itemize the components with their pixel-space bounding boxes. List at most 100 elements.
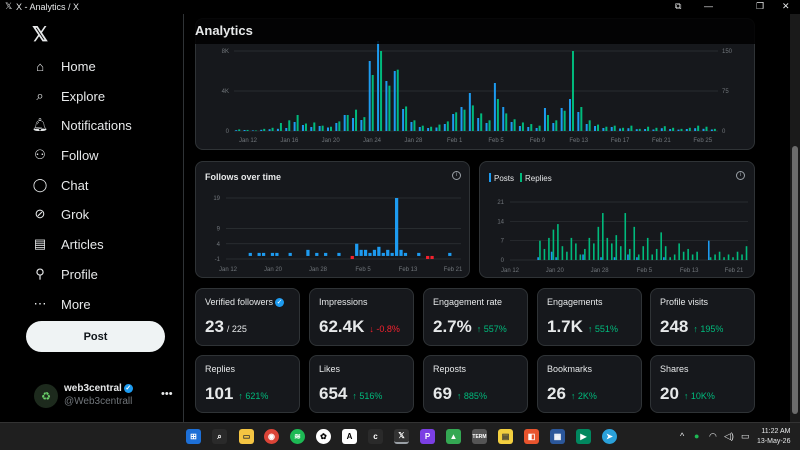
stat-label: Engagement rate <box>433 297 503 307</box>
info-icon[interactable]: i <box>736 171 745 180</box>
x-taskbar-icon[interactable]: 𝕏 <box>394 429 409 444</box>
clock[interactable]: 11:22 AM 13-May-26 <box>757 427 790 447</box>
bar-engagements <box>688 127 691 131</box>
bar-posts <box>627 254 629 260</box>
page-title: Analytics <box>195 23 253 38</box>
scrollbar-thumb[interactable] <box>792 146 798 414</box>
bar-impressions <box>318 126 321 131</box>
impressions-chart[interactable]: 0 0 4K 75 8K 150 Jan 12 Jan 16 Jan 20 Jan 24 Jan 2… <box>196 19 756 151</box>
bar-engagements <box>538 125 541 131</box>
stat-card-likes[interactable]: Likes 654 ↑ 516% <box>309 355 414 413</box>
sticky-notes-icon[interactable]: ▤ <box>498 429 513 444</box>
calendar-icon[interactable]: ▦ <box>550 429 565 444</box>
legend-posts[interactable]: Posts <box>489 173 514 183</box>
bar-follows <box>288 252 292 256</box>
sidebar-item-label: Grok <box>61 206 90 222</box>
stat-card-engagement-rate[interactable]: Engagement rate 2.7% ↑ 557% <box>423 288 528 346</box>
follows-chart[interactable]: -1 4 9 19 Jan 12 Jan 20 Jan 28 Feb 5 Feb 13 Feb 2… <box>196 162 471 279</box>
bar-unfollows <box>350 255 354 259</box>
stat-card-engagements[interactable]: Engagements 1.7K ↑ 551% <box>537 288 642 346</box>
stat-card-reposts[interactable]: Reposts 69 ↑ 885% <box>423 355 528 413</box>
bar-follows <box>324 252 328 256</box>
sidebar-item-home[interactable]: ⌂ Home <box>32 55 96 77</box>
info-icon[interactable]: i <box>452 171 461 180</box>
bar-posts <box>555 257 557 260</box>
stat-card-profile-visits[interactable]: Profile visits 248 ↑ 195% <box>650 288 755 346</box>
bar-impressions <box>410 122 413 131</box>
bar-replies <box>588 237 591 260</box>
bar-engagements <box>521 122 524 131</box>
bar-replies <box>646 237 649 260</box>
bar-replies <box>570 237 573 260</box>
battery-icon[interactable]: ▭ <box>741 431 750 441</box>
bar-replies <box>579 254 582 260</box>
minimize-button[interactable]: — <box>704 1 713 11</box>
bar-impressions <box>368 61 371 131</box>
bar-impressions <box>627 128 630 131</box>
bar-replies <box>575 243 577 260</box>
app-a-icon[interactable]: A <box>342 429 357 444</box>
app-c-icon[interactable]: c <box>368 429 383 444</box>
bar-impressions <box>677 129 680 131</box>
bar-follows <box>257 252 261 256</box>
y-right-tick-label: 0 <box>722 129 726 135</box>
volume-icon[interactable]: ◁) <box>724 431 734 441</box>
clock-time: 11:22 AM <box>761 428 791 435</box>
stat-card-shares[interactable]: Shares 20 ↑ 10K% <box>650 355 755 413</box>
stat-trend: ↓ -0.8% <box>369 324 400 334</box>
terminal-icon[interactable]: TERM <box>472 429 487 444</box>
stat-card-bookmarks[interactable]: Bookmarks 26 ↑ 2K% <box>537 355 642 413</box>
office-icon[interactable]: ◧ <box>524 429 539 444</box>
bar-impressions <box>393 71 396 131</box>
close-button[interactable]: ✕ <box>782 1 790 11</box>
search-icon[interactable]: ⌕ <box>212 429 227 444</box>
chatgpt-icon[interactable]: ✿ <box>316 429 331 444</box>
extensions-icon[interactable]: ⧉ <box>675 1 682 11</box>
drive-icon[interactable]: ▲ <box>446 429 461 444</box>
sidebar-item-articles[interactable]: ▤ Articles <box>32 233 104 255</box>
tray-spotify-icon[interactable]: ● <box>694 431 700 441</box>
play-store-icon[interactable]: ▶ <box>576 429 591 444</box>
sidebar-item-grok[interactable]: ⊘ Grok <box>32 203 90 225</box>
bar-engagements <box>363 117 366 131</box>
sidebar-item-chat[interactable]: ◯ Chat <box>32 174 89 196</box>
sidebar-item-follow[interactable]: ⚇ Follow <box>32 144 98 166</box>
tray-chevron-icon[interactable]: ^ <box>680 431 685 441</box>
bar-engagements <box>505 113 508 131</box>
file-explorer-icon[interactable]: ▭ <box>239 429 254 444</box>
sidebar-item-more[interactable]: ⋯ More <box>32 293 91 315</box>
bar-engagements <box>647 126 650 131</box>
account-name: web3central <box>64 383 122 394</box>
stat-card-replies[interactable]: Replies 101 ↑ 621% <box>195 355 300 413</box>
sidebar-item-explore[interactable]: ⌕ Explore <box>32 85 105 107</box>
posts-replies-chart[interactable]: 0 7 14 21 Jan 12 Jan 20 Jan 28 Feb 5 Feb 13 Feb 2… <box>480 162 756 279</box>
bar-replies <box>637 254 640 260</box>
x-logo-icon[interactable]: 𝕏 <box>32 24 49 46</box>
more-options-icon[interactable]: ••• <box>161 388 173 400</box>
bar-impressions <box>268 129 271 131</box>
windows-start-icon[interactable]: ⊞ <box>186 429 201 444</box>
chrome-icon[interactable]: ◉ <box>264 429 279 444</box>
stat-label: Verified followers <box>205 297 274 307</box>
profile-icon: ⚲ <box>35 266 45 281</box>
x-tick-label: Feb 21 <box>652 138 671 144</box>
sidebar-item-profile[interactable]: ⚲ Profile <box>32 263 98 285</box>
sidebar-item-notifications[interactable]: 🔔︎ Notifications <box>32 114 132 136</box>
stat-card-verified-followers[interactable]: Verified followers ✓ 23/ 225 <box>195 288 300 346</box>
account-switcher[interactable]: ♻ web3central ✓ @Web3centrall ••• <box>34 382 179 412</box>
app-p-icon[interactable]: P <box>420 429 435 444</box>
post-button[interactable]: Post <box>26 321 165 352</box>
bar-impressions <box>335 123 338 131</box>
stat-card-impressions[interactable]: Impressions 62.4K ↓ -0.8% <box>309 288 414 346</box>
bar-impressions <box>577 112 580 131</box>
telegram-icon[interactable]: ➤ <box>602 429 617 444</box>
x-tick-label: Jan 28 <box>309 267 328 273</box>
bar-impressions <box>243 130 246 131</box>
legend-replies[interactable]: Replies <box>520 173 552 183</box>
x-tick-label: Jan 20 <box>546 268 565 274</box>
spotify-icon[interactable]: ≋ <box>290 429 305 444</box>
bar-replies <box>610 243 613 260</box>
wifi-icon[interactable]: ◠ <box>709 431 717 441</box>
bar-replies <box>602 213 604 260</box>
restore-button[interactable]: ❐ <box>756 1 765 11</box>
